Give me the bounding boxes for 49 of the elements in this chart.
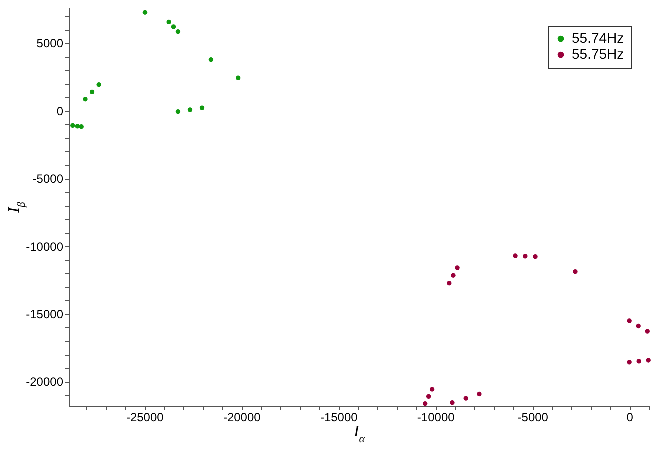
point <box>188 108 193 112</box>
point <box>447 281 452 286</box>
point <box>477 392 482 397</box>
point <box>451 273 456 278</box>
point <box>142 10 148 15</box>
point <box>200 106 205 110</box>
point <box>645 329 650 334</box>
point <box>90 90 95 95</box>
legend-label: 55.75Hz <box>572 46 624 62</box>
x-tick-label: -5000 <box>518 410 549 424</box>
x-tick-label: -25000 <box>126 410 164 424</box>
point <box>627 360 632 365</box>
point <box>455 266 460 270</box>
point <box>166 20 172 25</box>
point <box>79 124 84 130</box>
point <box>573 270 578 274</box>
point <box>236 76 241 80</box>
x-tick-label: -20000 <box>223 410 262 424</box>
y-tick-label: 5000 <box>36 36 64 51</box>
y-tick-label: 0 <box>56 104 64 118</box>
point <box>426 394 432 399</box>
point <box>171 24 176 30</box>
y-tick-label: -20000 <box>26 375 64 390</box>
point <box>75 124 80 129</box>
point <box>70 123 76 128</box>
point <box>176 109 181 114</box>
point <box>430 387 435 392</box>
point <box>636 324 641 329</box>
y-tick-label: -5000 <box>32 172 64 186</box>
point <box>176 29 181 34</box>
x-axis-title: I$_{α}$ <box>352 424 366 446</box>
x-tick-label: -10000 <box>417 410 456 424</box>
point <box>464 396 468 401</box>
point <box>513 254 518 258</box>
x-tick-label: -15000 <box>320 410 358 424</box>
point <box>96 82 102 88</box>
point <box>627 318 632 324</box>
y-tick-label: -10000 <box>26 240 64 254</box>
x-tick-label: 0 <box>626 410 634 424</box>
point <box>646 358 651 363</box>
y-tick-label: -15000 <box>26 307 64 322</box>
point <box>422 401 428 406</box>
point <box>450 400 455 406</box>
point <box>83 97 88 102</box>
point <box>523 254 528 259</box>
point <box>636 359 642 364</box>
legend-label: 55.74Hz <box>572 30 624 46</box>
point <box>533 254 538 260</box>
point <box>208 58 214 62</box>
